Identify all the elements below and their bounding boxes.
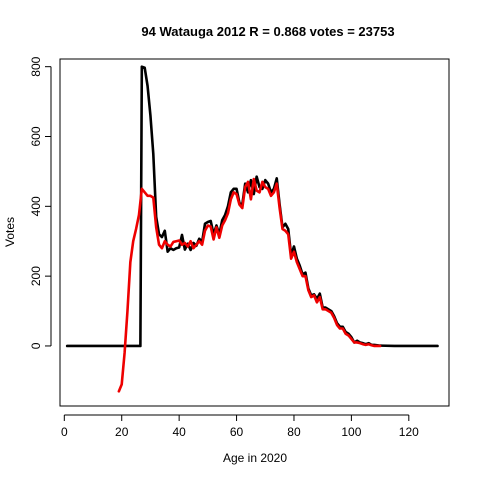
y-tick-label: 600 bbox=[29, 126, 43, 146]
x-tick-label: 80 bbox=[287, 425, 301, 439]
x-axis: 0 20 40 60 80 100 120 bbox=[61, 414, 419, 439]
y-tick-label: 400 bbox=[29, 196, 43, 216]
x-tick-label: 100 bbox=[341, 425, 361, 439]
x-tick-label: 20 bbox=[115, 425, 129, 439]
x-tick-label: 40 bbox=[172, 425, 186, 439]
y-tick-label: 200 bbox=[29, 266, 43, 286]
series-layer bbox=[65, 65, 439, 393]
x-axis-label: Age in 2020 bbox=[223, 451, 287, 465]
y-axis-label: Votes bbox=[3, 217, 17, 247]
y-tick-label: 800 bbox=[29, 56, 43, 76]
y-axis: 0 200 400 600 800 bbox=[29, 56, 52, 349]
series-line-red bbox=[117, 177, 382, 393]
x-tick-label: 0 bbox=[61, 425, 68, 439]
x-tick-label: 120 bbox=[399, 425, 419, 439]
y-tick-label: 0 bbox=[29, 342, 43, 349]
chart-title: 94 Watauga 2012 R = 0.868 votes = 23753 bbox=[141, 24, 394, 39]
plot-frame bbox=[59, 58, 450, 407]
x-tick-label: 60 bbox=[230, 425, 244, 439]
